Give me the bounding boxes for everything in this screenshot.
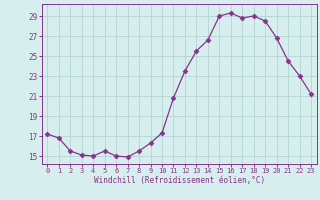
X-axis label: Windchill (Refroidissement éolien,°C): Windchill (Refroidissement éolien,°C) — [94, 176, 265, 185]
